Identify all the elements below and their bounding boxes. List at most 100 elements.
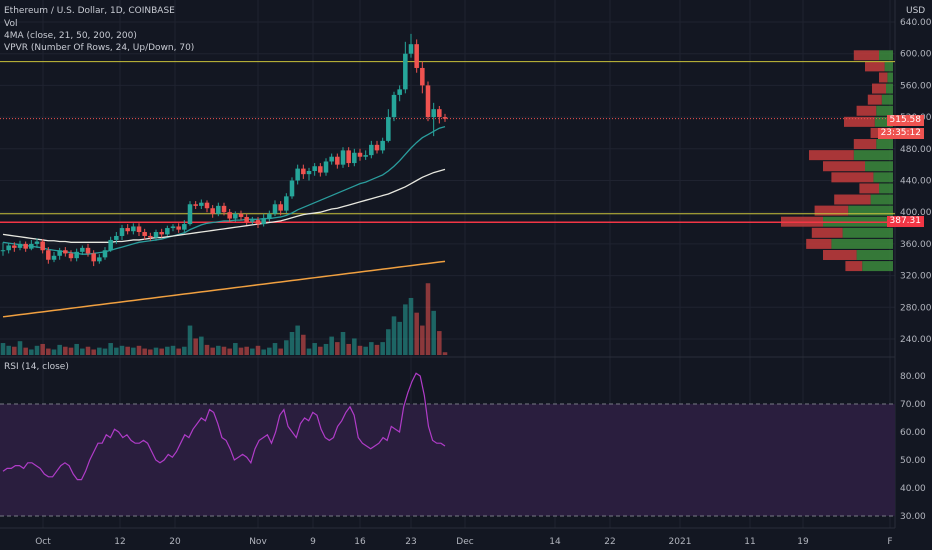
candle-body[interactable] <box>442 117 448 119</box>
time-tick-label: 14 <box>549 537 561 547</box>
candle-body[interactable] <box>414 44 419 68</box>
volume-bars <box>0 283 448 355</box>
candle-body[interactable] <box>119 228 125 236</box>
candle-body[interactable] <box>165 228 170 235</box>
candle-body[interactable] <box>148 235 153 238</box>
candle-body[interactable] <box>97 257 102 262</box>
candle-body[interactable] <box>233 213 238 219</box>
time-tick-label: 23 <box>405 537 416 547</box>
candle-body[interactable] <box>91 253 96 262</box>
candle-body[interactable] <box>182 224 187 230</box>
candle-body[interactable] <box>238 213 244 217</box>
candle-body[interactable] <box>284 196 289 211</box>
volume-bar <box>17 341 23 355</box>
candle-body[interactable] <box>80 247 85 252</box>
candle-body[interactable] <box>391 94 397 118</box>
candle-body[interactable] <box>335 156 340 165</box>
vpvr-row-down <box>865 61 885 72</box>
candle-body[interactable] <box>318 166 323 173</box>
candle-body[interactable] <box>306 170 312 175</box>
candle-body[interactable] <box>397 89 402 95</box>
candle-body[interactable] <box>125 228 130 232</box>
volume-bar <box>85 346 91 355</box>
candle-body[interactable] <box>340 150 346 165</box>
volume-bar <box>363 346 368 355</box>
vpvr-legend: VPVR (Number Of Rows, 24, Up/Down, 70) <box>4 43 195 53</box>
rsi-tick-label: 40.00 <box>900 484 926 494</box>
candle-body[interactable] <box>267 213 272 219</box>
candle-body[interactable] <box>193 204 198 206</box>
candle-body[interactable] <box>278 204 283 211</box>
candle-body[interactable] <box>272 204 278 214</box>
candlesticks[interactable] <box>0 33 448 267</box>
candle-body[interactable] <box>357 152 363 157</box>
candle-body[interactable] <box>369 144 374 156</box>
volume-bar <box>420 325 425 355</box>
volume-bar <box>267 347 272 355</box>
candle-body[interactable] <box>403 53 408 90</box>
vpvr-row-up <box>856 249 893 260</box>
candle-body[interactable] <box>437 109 442 118</box>
candle-body[interactable] <box>221 205 227 213</box>
volume-bar <box>397 321 402 355</box>
candle-body[interactable] <box>301 168 306 175</box>
candle-body[interactable] <box>57 250 62 256</box>
vpvr-row-down <box>853 139 877 150</box>
candle-body[interactable] <box>40 241 45 251</box>
candle-body[interactable] <box>0 250 6 252</box>
candle-body[interactable] <box>244 216 249 222</box>
candle-body[interactable] <box>6 245 11 251</box>
candle-body[interactable] <box>323 161 329 173</box>
candle-body[interactable] <box>176 226 181 230</box>
candle-body[interactable] <box>374 144 380 151</box>
candle-body[interactable] <box>227 212 232 219</box>
candle-body[interactable] <box>289 180 295 197</box>
candle-body[interactable] <box>159 232 164 235</box>
volume-bar <box>114 347 119 355</box>
candle-body[interactable] <box>108 239 113 251</box>
candle-body[interactable] <box>114 235 119 240</box>
candle-body[interactable] <box>261 218 266 225</box>
candle-body[interactable] <box>199 202 204 206</box>
candle-body[interactable] <box>51 255 57 260</box>
candle-body[interactable] <box>312 166 317 171</box>
candle-body[interactable] <box>431 109 436 118</box>
rsi-tick-label: 60.00 <box>900 428 926 438</box>
candle-body[interactable] <box>380 140 385 151</box>
candle-body[interactable] <box>187 204 193 225</box>
candle-body[interactable] <box>153 232 159 238</box>
candle-body[interactable] <box>17 243 23 248</box>
candle-body[interactable] <box>329 156 334 162</box>
candle-body[interactable] <box>131 226 136 232</box>
candle-body[interactable] <box>204 202 210 209</box>
candle-body[interactable] <box>142 232 147 236</box>
candle-body[interactable] <box>363 155 368 157</box>
candle-body[interactable] <box>170 226 176 229</box>
candle-body[interactable] <box>250 220 255 222</box>
candle-body[interactable] <box>46 250 51 260</box>
candle-body[interactable] <box>34 241 40 244</box>
candle-body[interactable] <box>23 243 28 249</box>
volume-bar <box>199 336 204 355</box>
volume-bar <box>431 310 436 355</box>
candle-body[interactable] <box>85 247 91 254</box>
candle-body[interactable] <box>295 168 300 181</box>
candle-body[interactable] <box>352 152 357 164</box>
candle-body[interactable] <box>210 208 215 214</box>
volume-bar <box>142 348 147 355</box>
candle-body[interactable] <box>136 226 142 233</box>
candle-body[interactable] <box>102 250 108 258</box>
candle-body[interactable] <box>420 67 425 86</box>
candle-body[interactable] <box>255 220 261 225</box>
candle-body[interactable] <box>425 85 431 118</box>
candle-body[interactable] <box>12 245 17 248</box>
candle-body[interactable] <box>346 150 351 164</box>
candle-body[interactable] <box>63 250 68 254</box>
candle-body[interactable] <box>74 251 79 259</box>
candle-body[interactable] <box>216 205 221 214</box>
candle-body[interactable] <box>68 253 74 259</box>
candle-body[interactable] <box>386 117 391 141</box>
candle-body[interactable] <box>408 44 414 54</box>
candle-body[interactable] <box>29 243 34 249</box>
